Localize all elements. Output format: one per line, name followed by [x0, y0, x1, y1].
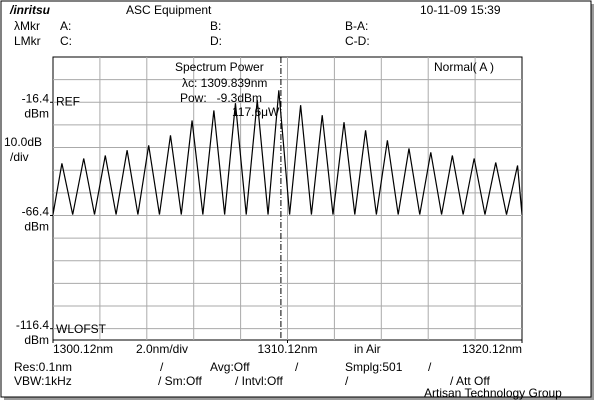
x-tick-label: 1320.12nm — [462, 342, 522, 356]
logo: /inritsu — [9, 3, 51, 17]
marker-label: C-D: — [345, 34, 370, 48]
watermark: Artisan Technology Group — [424, 386, 562, 400]
y-tick-label: -66.4 — [22, 205, 50, 219]
medium: in Air — [354, 342, 381, 356]
x-scale: 2.0nm/div — [136, 342, 188, 356]
y-scale: /div — [10, 150, 29, 164]
y-tick-label: -16.4 — [22, 91, 50, 105]
y-unit: dBm — [24, 220, 49, 234]
annotation: 117.6μW — [232, 105, 280, 119]
marker-label: D: — [210, 34, 222, 48]
marker-label: B: — [210, 19, 221, 33]
marker-label: λMkr — [14, 19, 40, 33]
setting: / Sm:Off — [158, 374, 202, 388]
marker-label: B-A: — [345, 19, 368, 33]
marker-label: A: — [60, 19, 71, 33]
trace — [52, 90, 523, 215]
annotation: Pow: -9.3dBm — [180, 91, 262, 105]
annotation: λc: 1309.839nm — [182, 76, 267, 90]
x-tick-label: 1300.12nm — [53, 342, 113, 356]
setting: VBW:1kHz — [14, 374, 72, 388]
annotation: Spectrum Power — [175, 60, 264, 74]
offset-label: WLOFST — [56, 322, 107, 336]
setting: / — [428, 360, 432, 374]
setting: / — [160, 360, 164, 374]
datetime: 10-11-09 15:39 — [420, 3, 501, 17]
mode: Normal( A ) — [434, 60, 494, 74]
ref-label: REF — [56, 94, 80, 108]
setting: Res:0.1nm — [14, 360, 72, 374]
setting: / — [345, 374, 349, 388]
x-tick-label: 1310.12nm — [257, 342, 317, 356]
setting: / Intvl:Off — [235, 374, 283, 388]
setting: / — [295, 360, 299, 374]
y-unit: dBm — [24, 106, 49, 120]
y-scale: 10.0dB — [4, 135, 42, 149]
setting: / Att Off — [450, 374, 490, 388]
y-unit: dBm — [24, 333, 49, 347]
setting: Smplg:501 — [345, 360, 403, 374]
setting: Avg:Off — [210, 360, 250, 374]
y-tick-label: -116.4 — [16, 318, 49, 332]
marker-label: LMkr — [14, 34, 41, 48]
title: ASC Equipment — [126, 3, 212, 17]
marker-label: C: — [60, 34, 72, 48]
